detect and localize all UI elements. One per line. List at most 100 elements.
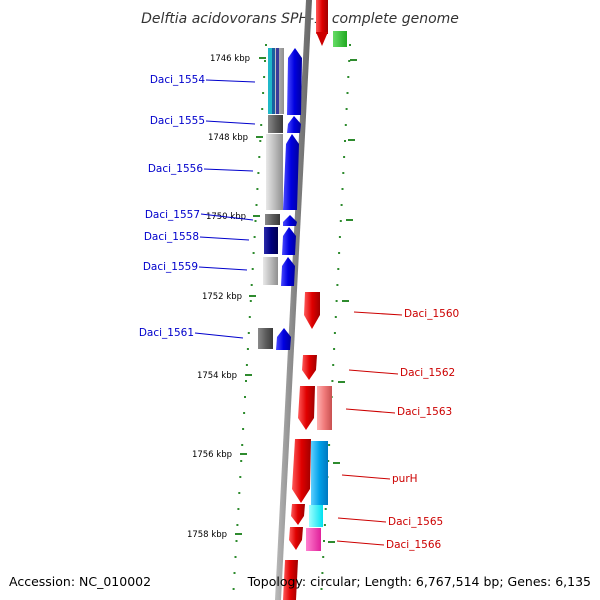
gene-label-left[interactable]: Daci_1559 (143, 261, 198, 273)
minor-tick (320, 588, 323, 590)
minor-tick (232, 588, 235, 590)
gene-label-right[interactable]: Daci_1565 (388, 516, 443, 528)
minor-tick (248, 316, 251, 318)
minor-tick (338, 252, 341, 254)
minor-tick (262, 92, 265, 94)
minor-tick (323, 540, 325, 542)
gene-arrow-purH[interactable] (292, 439, 311, 503)
forward-genes (283, 292, 320, 600)
homolog-block (268, 115, 283, 133)
minor-tick (255, 204, 258, 206)
minor-tick (256, 188, 259, 190)
gene-arrow-daci-1562[interactable] (302, 355, 317, 380)
homolog-block (311, 441, 328, 505)
minor-tick (234, 556, 237, 558)
minor-tick (332, 364, 335, 366)
minor-tick (242, 428, 245, 430)
kbp-label: 1754 kbp (197, 371, 237, 381)
gene-arrow-daci-1557[interactable] (283, 215, 297, 226)
kbp-label: 1756 kbp (192, 450, 232, 460)
gene-arrow-daci-1556[interactable] (283, 134, 299, 210)
gene-arrow-daci-1563[interactable] (298, 386, 315, 430)
minor-tick (240, 460, 243, 462)
minor-tick (323, 524, 326, 526)
homolog-block (276, 48, 279, 114)
homolog-block (309, 505, 323, 527)
gene-label-left[interactable]: Daci_1556 (148, 163, 204, 175)
homolog-block (263, 257, 278, 285)
homolog-column-right (306, 386, 332, 551)
gene-label-right[interactable]: purH (392, 473, 418, 485)
homolog-block (317, 386, 332, 430)
minor-tick (344, 124, 347, 126)
minor-tick (239, 476, 242, 478)
gene-arrow-daci-1560[interactable] (304, 292, 320, 329)
minor-tick (328, 444, 331, 446)
major-ticks (235, 57, 357, 543)
gene-arrow-daci-1558[interactable] (282, 227, 296, 255)
minor-tick (254, 220, 257, 222)
gene-label-right[interactable]: Daci_1560 (404, 308, 459, 320)
gene-arrow-daci-1554[interactable] (287, 48, 302, 115)
minor-tick (249, 300, 252, 302)
minor-tick (244, 396, 246, 398)
reverse-genes (276, 48, 302, 350)
minor-tick (235, 540, 238, 542)
minor-tick (258, 156, 261, 158)
minor-tick (336, 284, 339, 286)
minor-tick (334, 316, 337, 318)
minor-tick (343, 156, 346, 158)
gene-label-right[interactable]: Daci_1562 (400, 367, 455, 379)
minor-tick (331, 380, 334, 382)
minor-tick (333, 348, 336, 350)
genome-backbone (275, 0, 312, 600)
minor-tick (265, 44, 267, 46)
gene-arrow-daci-1561[interactable] (276, 328, 291, 350)
homolog-block (264, 227, 278, 254)
label-leaders-right (336, 311, 403, 546)
minor-tick (251, 268, 254, 270)
minor-tick (245, 364, 248, 366)
gene-arrow-daci-1559[interactable] (281, 257, 295, 286)
gene-label-left[interactable]: Daci_1557 (145, 209, 200, 221)
minor-tick (261, 108, 264, 110)
tick-row-right (320, 44, 351, 590)
gene-label-left[interactable]: Daci_1561 (139, 327, 194, 339)
minor-tick (263, 76, 266, 78)
kbp-label: 1748 kbp (208, 133, 248, 143)
minor-tick (335, 300, 338, 302)
minor-tick (324, 508, 327, 510)
minor-tick (341, 188, 344, 190)
minor-tick (245, 380, 247, 382)
gene-arrow-daci-1565[interactable] (291, 504, 305, 525)
gene-label-right[interactable]: Daci_1563 (397, 406, 452, 418)
minor-tick (264, 60, 266, 62)
kbp-label: 1746 kbp (210, 54, 250, 64)
minor-tick (243, 412, 246, 414)
minor-tick (337, 268, 340, 270)
partial-gene-green (333, 31, 347, 47)
minor-tick (349, 44, 351, 46)
homolog-block (272, 48, 275, 114)
kbp-label: 1758 kbp (187, 530, 227, 540)
gene-label-left[interactable]: Daci_1555 (150, 115, 205, 127)
homolog-column-left (258, 48, 284, 349)
minor-tick (333, 332, 336, 334)
gene-arrow-daci-1555[interactable] (287, 116, 301, 133)
gene-label-left[interactable]: Daci_1554 (150, 74, 206, 86)
minor-tick (338, 236, 341, 238)
minor-tick (348, 60, 351, 62)
minor-tick (339, 220, 342, 222)
label-leaders-left (194, 79, 256, 339)
gene-arrow-daci-1566[interactable] (289, 527, 303, 550)
minor-tick (327, 460, 330, 462)
minor-tick (259, 140, 262, 142)
accession-text: Accession: NC_010002 (9, 574, 152, 589)
minor-tick (236, 524, 239, 526)
partial-gene-bottom (283, 560, 298, 600)
partial-gene-red (316, 0, 328, 34)
gene-label-right[interactable]: Daci_1566 (386, 539, 442, 551)
gene-label-left[interactable]: Daci_1558 (144, 231, 199, 243)
map-title: Delftia acidovorans SPH-1, complete geno… (141, 11, 459, 27)
